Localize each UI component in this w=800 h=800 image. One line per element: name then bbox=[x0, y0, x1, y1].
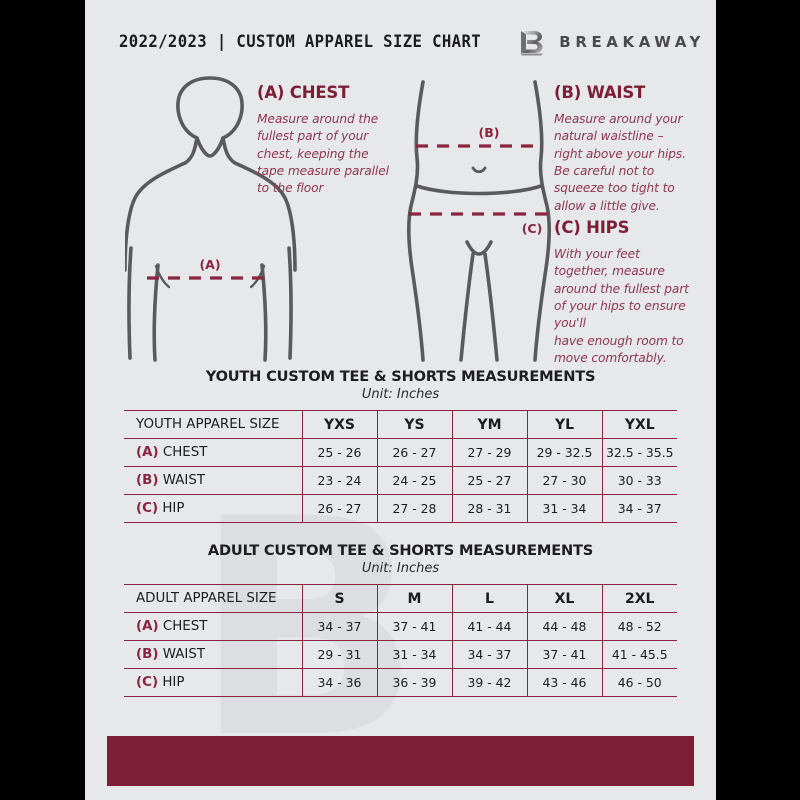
youth-cell-hip-ym: 28 - 31 bbox=[452, 494, 528, 523]
hips-marker-label: (C) bbox=[522, 221, 543, 236]
adult-cell-hip-2xl: 46 - 50 bbox=[602, 668, 677, 697]
youth-header-cell-3: YM bbox=[452, 410, 528, 439]
youth-cell-hip-ys: 27 - 28 bbox=[377, 494, 453, 523]
adult-cell-waist-m: 31 - 34 bbox=[377, 640, 453, 669]
youth-header-cell-1: YXS bbox=[302, 410, 378, 439]
adult-header-cell-1: S bbox=[302, 584, 378, 613]
brand-lockup: BREAKAWAY bbox=[519, 27, 711, 57]
youth-cell-chest-ys: 26 - 27 bbox=[377, 438, 453, 467]
adult-cell-waist-2xl: 41 - 45.5 bbox=[602, 640, 677, 669]
row-tag: (A) bbox=[136, 619, 159, 634]
adult-header-cell-3: L bbox=[452, 584, 528, 613]
youth-cell-hip-yxs: 26 - 27 bbox=[302, 494, 378, 523]
table-row: (C) HIP 34 - 36 36 - 39 39 - 42 43 - 46 … bbox=[124, 668, 677, 697]
youth-size-table-block: YOUTH CUSTOM TEE & SHORTS MEASUREMENTS U… bbox=[85, 368, 716, 523]
adult-size-table-block: ADULT CUSTOM TEE & SHORTS MEASUREMENTS U… bbox=[85, 542, 716, 697]
youth-table-unit: Unit: Inches bbox=[361, 387, 440, 402]
table-row: (B) WAIST 23 - 24 24 - 25 25 - 27 27 - 3… bbox=[124, 466, 677, 495]
table-row: (B) WAIST 29 - 31 31 - 34 34 - 37 37 - 4… bbox=[124, 640, 677, 669]
torso-figure-illustration: (A) bbox=[125, 76, 297, 362]
youth-cell-chest-ym: 27 - 29 bbox=[452, 438, 528, 467]
youth-row-label-chest: (A) CHEST bbox=[124, 438, 303, 467]
adult-cell-hip-m: 36 - 39 bbox=[377, 668, 453, 697]
row-tag: (C) bbox=[136, 675, 159, 690]
waist-info-title: (B) WAIST bbox=[554, 83, 646, 102]
adult-table-unit: Unit: Inches bbox=[361, 561, 440, 576]
youth-row-label-hip: (C) HIP bbox=[124, 494, 303, 523]
adult-header-cell-5: 2XL bbox=[602, 584, 677, 613]
table-row: (A) CHEST 34 - 37 37 - 41 41 - 44 44 - 4… bbox=[124, 612, 677, 641]
adult-header-cell-4: XL bbox=[527, 584, 603, 613]
row-tag: (B) bbox=[136, 647, 159, 662]
youth-cell-waist-yxl: 30 - 33 bbox=[602, 466, 677, 495]
adult-cell-hip-s: 34 - 36 bbox=[302, 668, 378, 697]
adult-cell-chest-l: 41 - 44 bbox=[452, 612, 528, 641]
hips-info-block: (C) HIPS With your feet together, measur… bbox=[554, 218, 696, 367]
youth-header-cell-2: YS bbox=[377, 410, 453, 439]
adult-cell-hip-l: 39 - 42 bbox=[452, 668, 528, 697]
adult-row-label-waist: (B) WAIST bbox=[124, 640, 303, 669]
row-label: HIP bbox=[162, 675, 185, 690]
adult-row-label-hip: (C) HIP bbox=[124, 668, 303, 697]
adult-table-title: ADULT CUSTOM TEE & SHORTS MEASUREMENTS bbox=[207, 542, 594, 559]
youth-header-cell-5: YXL bbox=[602, 410, 677, 439]
youth-cell-waist-ym: 25 - 27 bbox=[452, 466, 528, 495]
youth-header-cell-4: YL bbox=[527, 410, 603, 439]
adult-size-table: ADULT APPAREL SIZE S M L XL 2XL (A) CHES… bbox=[124, 584, 677, 697]
page-title: 2022/2023 | CUSTOM APPAREL SIZE CHART bbox=[119, 32, 482, 52]
footer-bar bbox=[107, 736, 694, 786]
adult-cell-chest-s: 34 - 37 bbox=[302, 612, 378, 641]
adult-cell-chest-xl: 44 - 48 bbox=[527, 612, 603, 641]
size-chart-page: B 2022/2023 | CUSTOM APPAREL SIZE CHART bbox=[85, 0, 716, 800]
adult-header-cell-0: ADULT APPAREL SIZE bbox=[124, 584, 303, 613]
brand-name: BREAKAWAY bbox=[559, 33, 705, 51]
youth-cell-hip-yl: 31 - 34 bbox=[527, 494, 603, 523]
figure-illustrations: (A) (B) (C) bbox=[85, 70, 716, 370]
row-label: WAIST bbox=[162, 647, 206, 662]
adult-cell-waist-s: 29 - 31 bbox=[302, 640, 378, 669]
youth-cell-chest-yxl: 32.5 - 35.5 bbox=[602, 438, 677, 467]
youth-cell-chest-yl: 29 - 32.5 bbox=[527, 438, 603, 467]
youth-row-label-waist: (B) WAIST bbox=[124, 466, 303, 495]
youth-cell-hip-yxl: 34 - 37 bbox=[602, 494, 677, 523]
youth-table-title: YOUTH CUSTOM TEE & SHORTS MEASUREMENTS bbox=[205, 368, 596, 385]
table-row: (A) CHEST 25 - 26 26 - 27 27 - 29 29 - 3… bbox=[124, 438, 677, 467]
adult-cell-chest-m: 37 - 41 bbox=[377, 612, 453, 641]
hips-figure-illustration: (B) (C) bbox=[407, 80, 551, 362]
adult-cell-waist-l: 34 - 37 bbox=[452, 640, 528, 669]
youth-cell-waist-yl: 27 - 30 bbox=[527, 466, 603, 495]
youth-cell-waist-yxs: 23 - 24 bbox=[302, 466, 378, 495]
waist-marker-label: (B) bbox=[479, 125, 500, 140]
chest-info-title: (A) CHEST bbox=[257, 83, 350, 102]
table-header-row: YOUTH APPAREL SIZE YXS YS YM YL YXL bbox=[124, 410, 677, 439]
hips-info-title: (C) HIPS bbox=[554, 218, 630, 237]
row-tag: (B) bbox=[136, 473, 159, 488]
table-header-row: ADULT APPAREL SIZE S M L XL 2XL bbox=[124, 584, 677, 613]
row-label: CHEST bbox=[162, 445, 208, 460]
waist-info-body: Measure around your natural waistline – … bbox=[554, 112, 686, 213]
chest-info-body: Measure around the fullest part of your … bbox=[257, 112, 389, 196]
row-tag: (A) bbox=[136, 445, 159, 460]
table-row: (C) HIP 26 - 27 27 - 28 28 - 31 31 - 34 … bbox=[124, 494, 677, 523]
row-tag: (C) bbox=[136, 501, 159, 516]
adult-cell-chest-2xl: 48 - 52 bbox=[602, 612, 677, 641]
row-label: CHEST bbox=[162, 619, 208, 634]
youth-header-cell-0: YOUTH APPAREL SIZE bbox=[124, 410, 303, 439]
chest-marker-label: (A) bbox=[199, 257, 220, 272]
adult-header-cell-2: M bbox=[377, 584, 453, 613]
youth-cell-chest-yxs: 25 - 26 bbox=[302, 438, 378, 467]
adult-cell-hip-xl: 43 - 46 bbox=[527, 668, 603, 697]
chest-info-block: (A) CHEST Measure around the fullest par… bbox=[257, 83, 422, 198]
page-header: 2022/2023 | CUSTOM APPAREL SIZE CHART bbox=[85, 22, 716, 62]
breakaway-b-logo-icon bbox=[520, 31, 544, 56]
youth-cell-waist-ys: 24 - 25 bbox=[377, 466, 453, 495]
youth-size-table: YOUTH APPAREL SIZE YXS YS YM YL YXL (A) … bbox=[124, 410, 677, 523]
waist-info-block: (B) WAIST Measure around your natural wa… bbox=[554, 83, 694, 215]
row-label: HIP bbox=[162, 501, 185, 516]
hips-info-body: With your feet together, measure around … bbox=[554, 247, 689, 365]
row-label: WAIST bbox=[162, 473, 206, 488]
adult-row-label-chest: (A) CHEST bbox=[124, 612, 303, 641]
adult-cell-waist-xl: 37 - 41 bbox=[527, 640, 603, 669]
